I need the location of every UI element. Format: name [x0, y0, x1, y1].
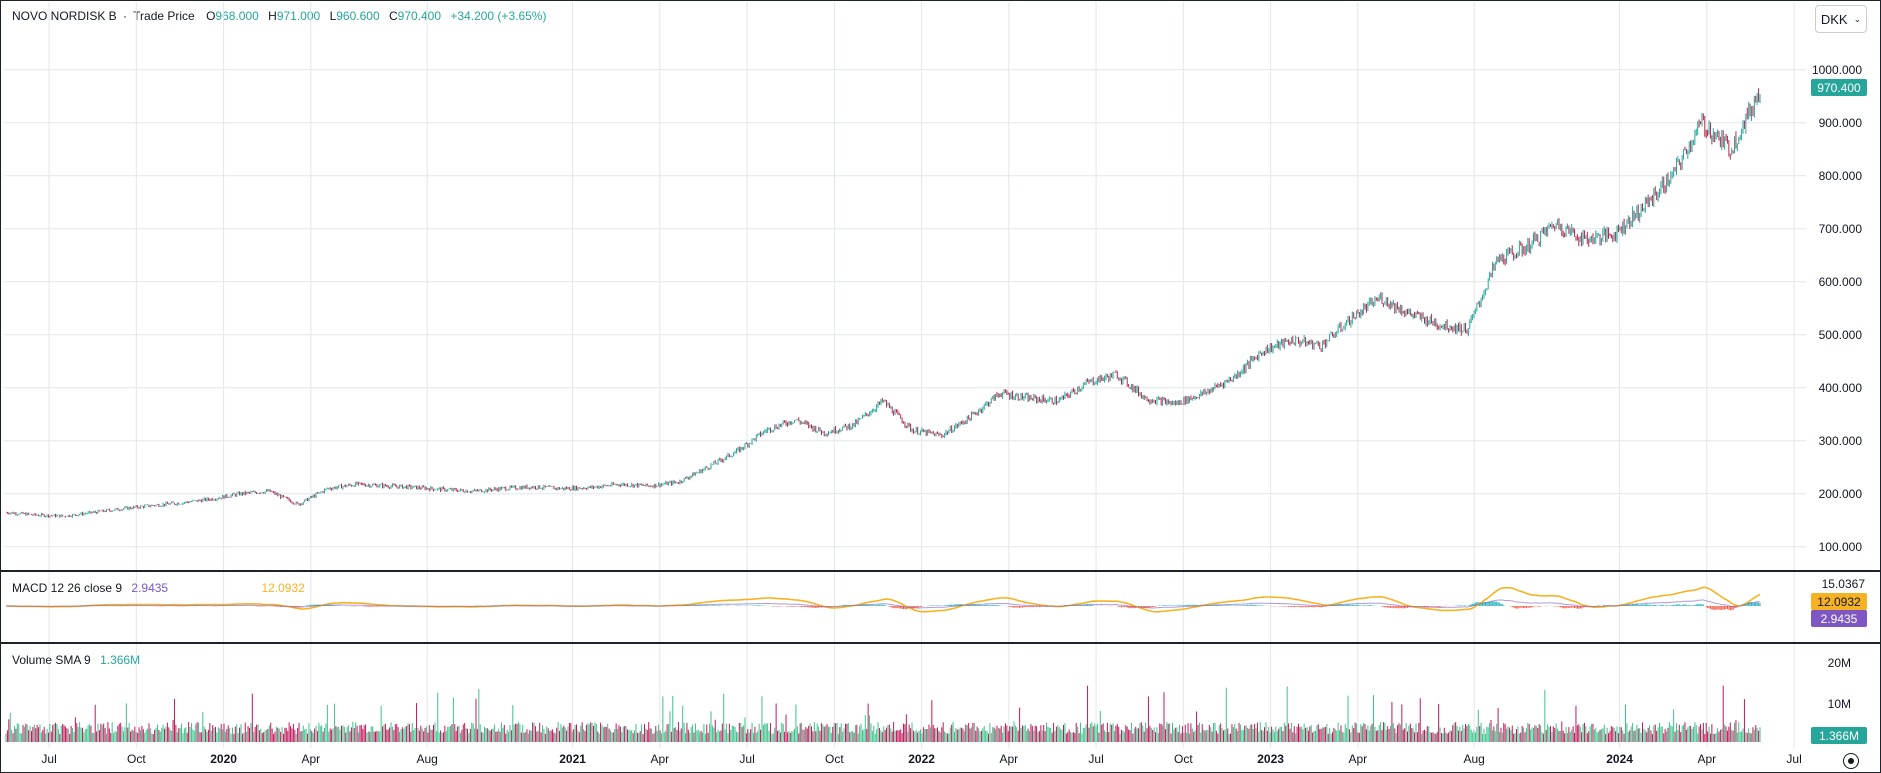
signal-tag: 12.0932: [1811, 593, 1867, 610]
chevron-down-icon: ⌄: [1853, 13, 1862, 24]
x-tick-label: 2022: [908, 752, 935, 766]
currency-label: DKK: [1820, 11, 1848, 27]
last-price-tag: 970.400: [1811, 79, 1867, 96]
macd-axis-label: 15.0367: [1821, 577, 1865, 591]
x-tick-label: Jul: [41, 752, 56, 766]
x-tick-label: Apr: [1348, 752, 1367, 766]
y-tick-label: 700.000: [1819, 222, 1863, 236]
signal-value: 12.0932: [261, 581, 305, 595]
x-tick-label: Aug: [1463, 752, 1484, 766]
y-tick-label: 200.000: [1819, 487, 1863, 501]
signal-line: [6, 586, 1761, 613]
x-tick-label: Jul: [1786, 752, 1801, 766]
low-label: L: [329, 9, 337, 23]
x-tick-label: 2023: [1257, 752, 1284, 766]
y-tick-label: 400.000: [1819, 381, 1863, 395]
pane-divider[interactable]: [1, 570, 1881, 572]
volume-sma-value: 1.366M: [100, 653, 141, 667]
pane-divider[interactable]: [1, 642, 1881, 644]
close-label: C: [388, 9, 398, 23]
volume-tick-10m: 10M: [1827, 697, 1851, 711]
volume-tick-20m: 20M: [1827, 656, 1851, 670]
x-tick-label: Jul: [739, 752, 754, 766]
time-axis: Jul Oct 2020 Apr Aug 2021 Apr Jul Oct 2022 Apr Jul O…: [41, 752, 1801, 766]
y-tick-label: 1000.000: [1812, 63, 1862, 77]
close-value: 970.400: [397, 9, 442, 23]
price-legend: NOVO NORDISK B · Trade Price O968.000 H9…: [12, 9, 546, 23]
macd-tag: 2.9435: [1811, 610, 1867, 627]
x-tick-label: Oct: [1174, 752, 1193, 766]
volume-tag: 1.366M: [1811, 727, 1867, 744]
y-tick-label: 600.000: [1819, 275, 1863, 289]
separator: ·: [123, 9, 128, 23]
x-tick-label: 2024: [1606, 752, 1633, 766]
volume-legend: Volume SMA 9 1.366M: [12, 653, 140, 667]
trade-price-label: Trade Price: [133, 9, 195, 23]
currency-selector[interactable]: DKK ⌄: [1815, 5, 1867, 33]
x-tick-label: Aug: [416, 752, 437, 766]
high-value: 971.000: [276, 9, 321, 23]
x-tick-label: Apr: [1697, 752, 1716, 766]
low-value: 960.600: [336, 9, 380, 23]
volume-pane: [5, 685, 1761, 742]
x-tick-label: 2021: [559, 752, 586, 766]
y-tick-label: 100.000: [1819, 540, 1863, 554]
x-tick-label: Jul: [1088, 752, 1103, 766]
macd-pane: [6, 586, 1761, 613]
symbol-name[interactable]: NOVO NORDISK B: [12, 9, 117, 23]
x-tick-label: Oct: [825, 752, 844, 766]
x-tick-label: Apr: [301, 752, 320, 766]
settings-icon[interactable]: [1843, 753, 1859, 769]
grid-lines: [4, 2, 1806, 748]
change-value: +34.200 (+3.65%): [450, 9, 547, 23]
y-tick-label: 300.000: [1819, 434, 1863, 448]
y-tick-label: 500.000: [1819, 328, 1863, 342]
x-tick-label: Apr: [999, 752, 1018, 766]
price-axis: 1000.000 900.000 800.000 700.000 600.000 500.…: [1812, 63, 1862, 554]
macd-legend: MACD 12 26 close 9 2.9435 12.0932: [12, 581, 305, 595]
open-label: O: [206, 9, 216, 23]
x-tick-label: 2020: [210, 752, 237, 766]
x-tick-label: Apr: [650, 752, 669, 766]
macd-value: 2.9435: [131, 581, 169, 595]
x-tick-label: Oct: [127, 752, 146, 766]
volume-title: Volume SMA 9: [12, 653, 91, 667]
y-tick-label: 900.000: [1819, 116, 1863, 130]
macd-line: [6, 599, 1761, 609]
y-tick-label: 800.000: [1819, 169, 1863, 183]
macd-title: MACD 12 26 close 9: [12, 581, 123, 595]
open-value: 968.000: [215, 9, 259, 23]
candles-group: [5, 88, 1761, 518]
high-label: H: [268, 9, 277, 23]
